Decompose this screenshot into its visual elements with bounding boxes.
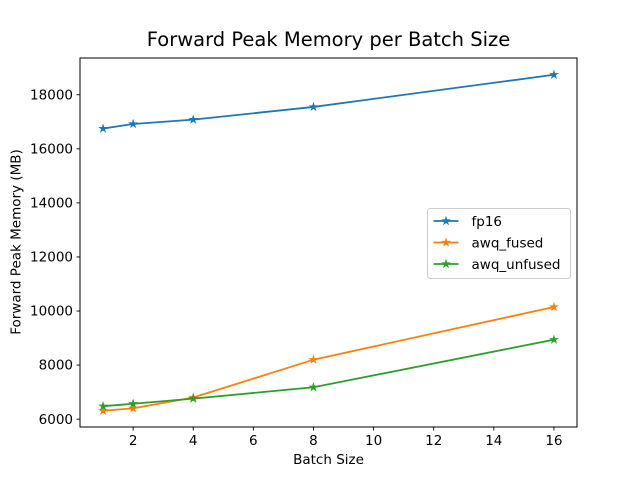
series-marker-awq_fused [308, 354, 319, 364]
series-marker-fp16 [549, 69, 559, 79]
series-marker-awq_unfused [549, 334, 559, 344]
x-tick-label: 12 [425, 433, 442, 449]
y-tick-label: 16000 [30, 141, 73, 157]
series-marker-awq_fused [549, 301, 559, 312]
x-tick-label: 8 [309, 433, 318, 449]
series-marker-fp16 [308, 101, 319, 112]
x-tick-label: 6 [249, 433, 258, 449]
y-tick-label: 10000 [30, 304, 73, 320]
legend-label-awq_unfused: awq_unfused [472, 257, 561, 273]
y-tick-label: 8000 [39, 358, 73, 374]
series-marker-awq_fused [98, 405, 108, 415]
series-marker-awq_unfused [188, 393, 199, 403]
series-marker-fp16 [188, 114, 199, 124]
y-tick-label: 12000 [30, 250, 73, 266]
x-axis-label: Batch Size [293, 452, 364, 468]
y-tick-label: 18000 [30, 87, 73, 103]
legend-label-awq_fused: awq_fused [472, 235, 544, 251]
legend-marker-fp16 [441, 215, 451, 226]
series-line-awq_fused [102, 306, 555, 412]
y-tick-label: 14000 [30, 195, 73, 211]
x-tick-label: 14 [485, 433, 502, 449]
chart-title: Forward Peak Memory per Batch Size [146, 28, 511, 51]
series-marker-awq_unfused [128, 398, 139, 408]
y-axis-label: Forward Peak Memory (MB) [8, 149, 25, 335]
x-tick-label: 10 [365, 433, 382, 449]
series-line-fp16 [102, 73, 555, 130]
legend-marker-awq_unfused [441, 258, 451, 269]
series-marker-awq_unfused [98, 400, 108, 411]
series-marker-fp16 [128, 118, 139, 129]
x-tick-label: 16 [545, 433, 562, 449]
legend-label-fp16: fp16 [472, 214, 503, 230]
legend-box [427, 208, 571, 279]
axes-frame [79, 57, 578, 428]
series-marker-awq_unfused [308, 382, 319, 392]
x-tick-label: 4 [189, 433, 198, 449]
x-tick-label: 2 [129, 433, 138, 449]
y-tick-label: 6000 [39, 412, 73, 428]
series-marker-awq_fused [128, 403, 139, 413]
legend-marker-awq_fused [441, 237, 451, 247]
series-line-awq_unfused [102, 338, 555, 408]
series-marker-fp16 [98, 123, 108, 133]
